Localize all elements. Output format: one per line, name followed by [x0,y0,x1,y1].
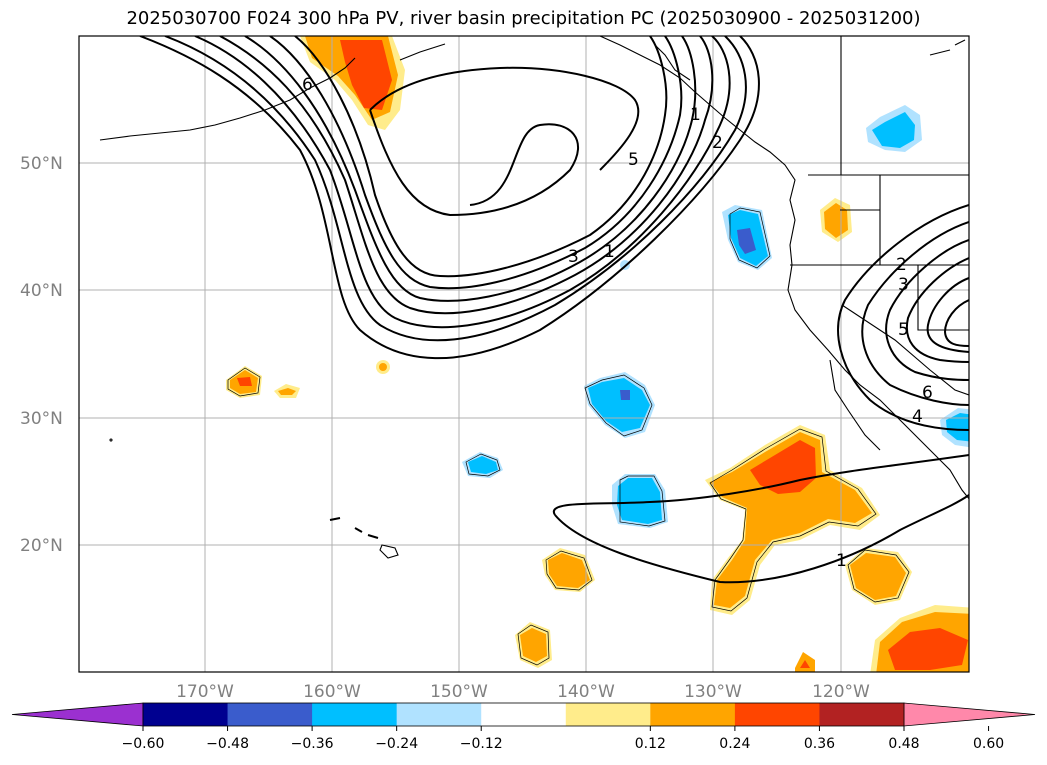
colorbar-box [227,703,313,726]
lon-label: 150°W [430,682,488,702]
lon-label: 130°W [684,682,742,702]
precip-positive-blob [520,628,547,662]
pv-contour [219,36,714,315]
pv-contour [269,36,683,290]
precip-positive-blob [850,553,906,600]
colorbar-frame [142,702,905,727]
colorbar-tick-label: 0.12 [635,736,666,752]
pv-contour [861,221,969,406]
colorbar: −0.60 −0.48 −0.36 −0.24 −0.12 0.12 0.24 0.36 0.4… [11,702,1036,752]
contour-label: 3 [568,247,579,267]
colorbar-extension-right [903,702,1036,727]
colorbar-box [396,703,482,726]
lat-label: 20°N [20,536,63,556]
pv-contour [194,36,731,329]
map-title: 2025030700 F024 300 hPa PV, river basin … [126,8,921,29]
contour-label: 6 [922,383,933,403]
precip-positive-blob [548,553,590,588]
colorbar-tick-label: 0.48 [888,736,919,752]
pv-contour [943,299,969,347]
precip-positive-blob [237,377,252,386]
pv-contour [552,454,969,516]
contour-label: 2 [896,255,907,275]
precip-shading [226,36,969,672]
colorbar-box [143,703,229,726]
colorbar-box [481,703,567,726]
precip-positive-blob [379,363,387,371]
pv-contour [905,257,969,363]
colorbar-box [819,703,905,726]
precip-negative-blob [617,478,662,524]
pv-contour [926,277,969,353]
contour-label: 5 [898,320,909,340]
map-frame [78,35,970,673]
pv-contour [554,494,969,584]
lon-labels: 170°W 160°W 150°W 140°W 130°W 120°W [176,682,870,702]
precip-positive-blob [824,203,848,238]
precip-negative-blob [620,390,630,400]
colorbar-tick-label: 0.60 [973,736,1004,752]
contour-label: 1 [690,105,701,125]
precip-negative-blob [737,228,756,254]
pv-contour [885,239,969,381]
lat-label: 30°N [20,409,63,429]
colorbar-box [734,703,820,726]
pv-contour [294,36,668,278]
precip-positive-blob [710,432,872,608]
lat-labels: 50°N 40°N 30°N 20°N [20,154,63,556]
colorbar-box [565,703,651,726]
pv-contour [164,36,747,342]
lat-label: 40°N [20,281,63,301]
colorbar-tick-label: −0.48 [206,736,249,752]
colorbar-tick-label: 0.36 [804,736,835,752]
precip-positive-blob [800,660,810,668]
precip-outlines [227,207,910,666]
map-area: 6 5 3 1 2 1 2 3 5 6 4 1 [79,36,969,672]
pv-contour [244,36,697,302]
contour-label: 3 [898,275,909,295]
colorbar-extension-left [11,702,144,727]
colorbar-box [312,703,398,726]
lon-label: 170°W [176,682,234,702]
colorbar-tick-label: −0.60 [122,736,165,752]
pv-contours [139,36,969,584]
precip-negative-blob [872,112,915,148]
lat-label: 50°N [20,154,63,174]
precip-negative-blob [468,456,498,474]
pv-contour [139,36,760,360]
contour-label: 4 [912,407,923,427]
contour-label: 1 [836,551,847,571]
contour-label: 1 [604,242,615,262]
gridlines [79,36,969,672]
lon-label: 140°W [557,682,615,702]
pv-contour-labels: 6 5 3 1 2 1 2 3 5 6 4 1 [302,75,933,571]
colorbar-tick-label: −0.12 [460,736,503,752]
lon-label: 120°W [812,682,870,702]
contour-label: 2 [712,133,723,153]
contour-label: 5 [628,150,639,170]
precip-positive-blob [340,40,392,110]
precip-negative-blob [946,413,969,442]
colorbar-tick-label: −0.24 [375,736,418,752]
lon-label: 160°W [303,682,361,702]
precip-positive-blob [888,628,968,670]
contour-label: 6 [302,75,313,95]
colorbar-tick-label: 0.24 [719,736,750,752]
pv-contour [837,204,969,431]
pv-contour [369,66,640,217]
colorbar-tick-label: −0.36 [291,736,334,752]
coastlines [99,36,969,559]
precip-positive-blob [278,388,296,395]
colorbar-box [650,703,736,726]
